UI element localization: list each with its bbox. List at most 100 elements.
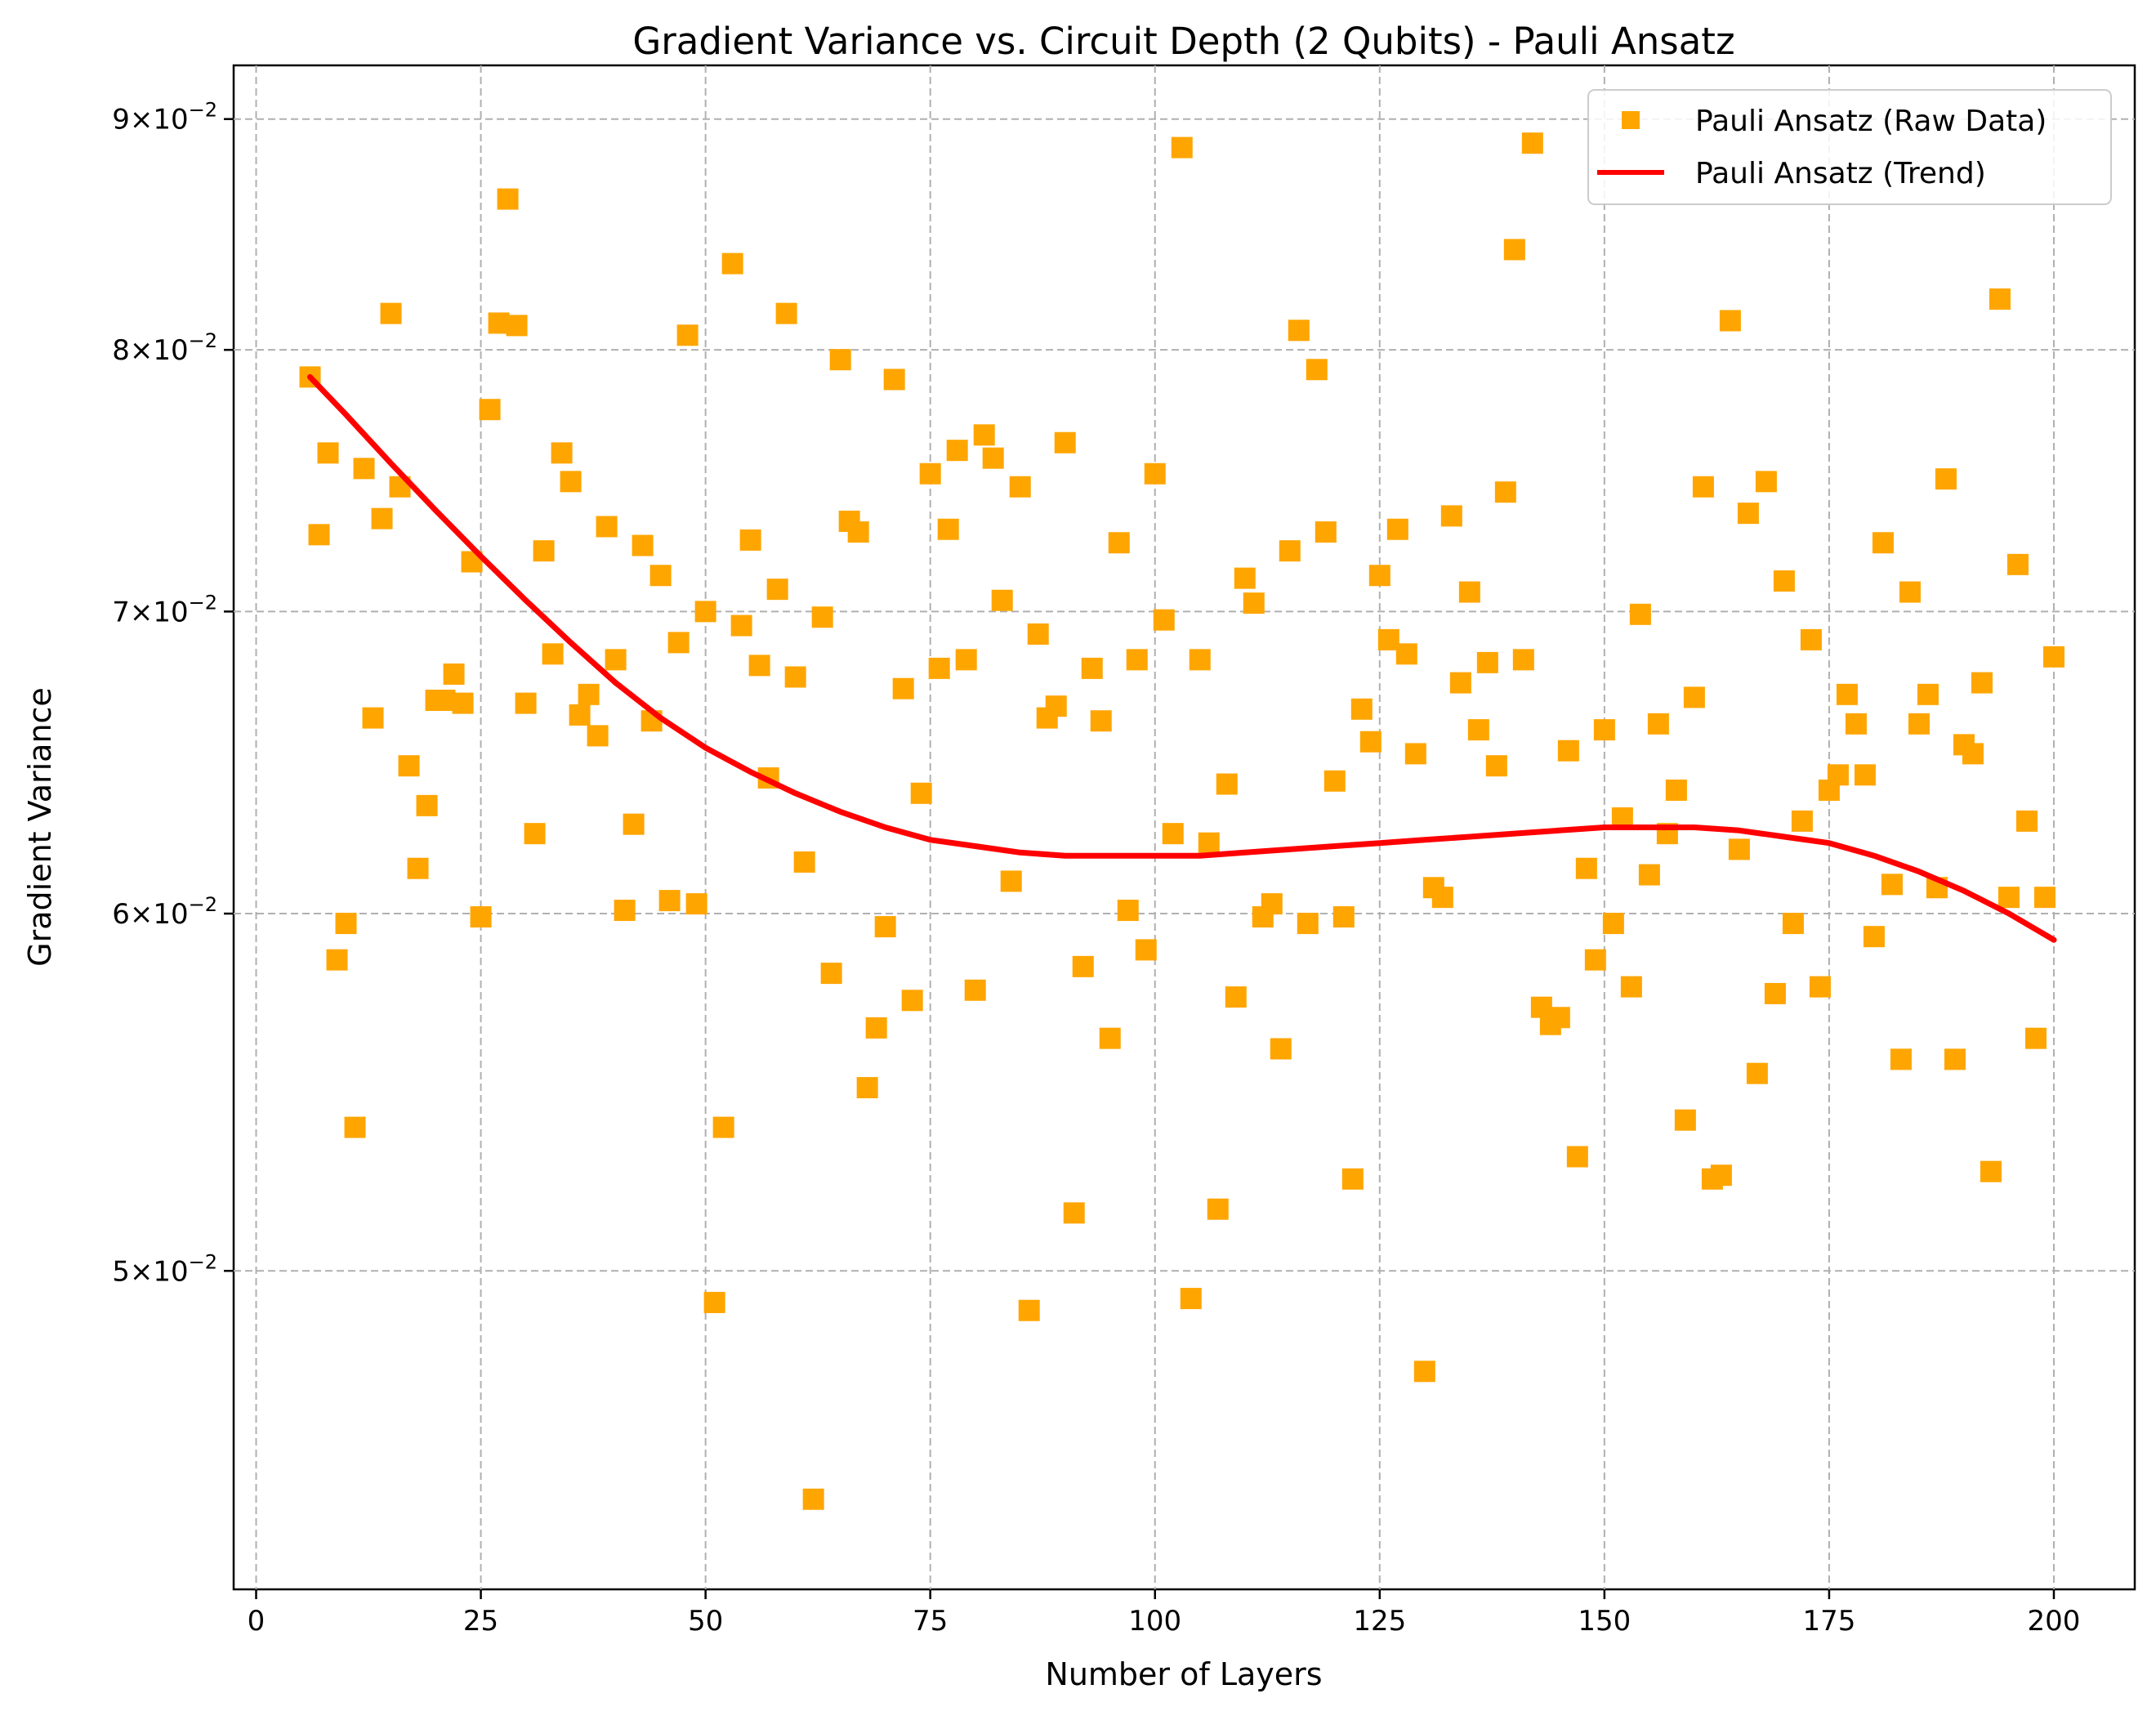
data-point xyxy=(1494,481,1516,503)
data-point xyxy=(614,900,636,922)
data-point xyxy=(1998,887,2020,909)
x-tick-label: 200 xyxy=(2028,1605,2081,1638)
data-point xyxy=(326,949,348,971)
data-point xyxy=(1575,857,1597,879)
data-point xyxy=(1324,770,1346,792)
data-point xyxy=(1566,1146,1588,1168)
data-point xyxy=(802,1488,824,1510)
data-point xyxy=(623,813,645,835)
data-point xyxy=(1009,476,1031,498)
data-point xyxy=(1782,913,1804,935)
legend-label-raw-data: Pauli Ansatz (Raw Data) xyxy=(1695,105,2047,138)
data-point xyxy=(1332,906,1355,928)
data-point xyxy=(703,1291,725,1313)
data-point xyxy=(1728,838,1750,860)
data-point xyxy=(524,823,546,845)
data-point xyxy=(658,890,681,912)
data-point xyxy=(1593,719,1615,741)
data-point xyxy=(775,302,797,324)
data-point xyxy=(1315,521,1337,543)
data-point xyxy=(1288,320,1310,342)
data-point xyxy=(542,643,564,665)
data-point xyxy=(991,589,1013,611)
data-point xyxy=(1485,755,1507,777)
data-point xyxy=(676,324,699,346)
data-point xyxy=(1126,649,1148,671)
data-point xyxy=(847,521,869,543)
data-point xyxy=(1476,651,1498,673)
data-point xyxy=(1054,431,1076,454)
data-point xyxy=(2006,553,2029,575)
data-point xyxy=(1404,743,1426,765)
data-point xyxy=(1377,628,1399,650)
legend: Pauli Ansatz (Raw Data) Pauli Ansatz (Tr… xyxy=(1587,89,2112,205)
data-point xyxy=(1629,603,1651,625)
data-point xyxy=(1890,1048,1912,1070)
data-point xyxy=(1710,1164,1732,1186)
y-tick-label: 7×10−2 xyxy=(112,591,217,628)
data-point xyxy=(1045,695,1067,717)
data-point xyxy=(1845,713,1867,735)
data-point xyxy=(784,666,806,688)
data-point xyxy=(1386,518,1408,540)
data-point xyxy=(649,565,672,587)
trend-line xyxy=(307,373,2057,943)
data-point xyxy=(865,1017,887,1039)
x-tick-label: 50 xyxy=(688,1605,723,1638)
data-point xyxy=(1638,864,1660,886)
data-point xyxy=(587,725,609,747)
data-point xyxy=(1854,764,1876,786)
data-point xyxy=(1449,672,1471,694)
data-point xyxy=(1144,463,1166,485)
data-point xyxy=(1279,540,1301,562)
data-point xyxy=(1665,780,1687,802)
data-point xyxy=(416,794,438,816)
data-point xyxy=(667,632,690,654)
data-point xyxy=(362,707,384,729)
y-tick-label: 5×10−2 xyxy=(112,1250,217,1288)
data-point xyxy=(982,447,1004,469)
data-point xyxy=(1881,874,1903,896)
data-point xyxy=(317,442,339,464)
data-point xyxy=(569,704,591,726)
data-point xyxy=(1018,1299,1040,1321)
data-point xyxy=(1674,1109,1696,1131)
data-point xyxy=(1467,719,1489,741)
data-point xyxy=(856,1077,878,1099)
x-tick-label: 125 xyxy=(1353,1605,1406,1638)
legend-marker-raw-data xyxy=(1622,111,1640,129)
data-point xyxy=(874,916,896,938)
data-point xyxy=(1827,764,1849,786)
data-point xyxy=(1917,683,1939,705)
data-point xyxy=(1971,672,1993,694)
data-point xyxy=(892,677,914,699)
data-point xyxy=(1791,810,1813,832)
data-point xyxy=(533,540,555,562)
data-point xyxy=(1117,900,1139,922)
data-point xyxy=(2033,887,2056,909)
series-raw-data xyxy=(299,132,2064,1510)
data-point xyxy=(1773,570,1795,592)
legend-box xyxy=(1587,89,2112,205)
data-point xyxy=(2015,810,2038,832)
data-point xyxy=(1440,505,1462,527)
data-point xyxy=(1153,609,1175,631)
y-tick-label: 6×10−2 xyxy=(112,893,217,931)
data-point xyxy=(452,692,474,714)
data-point xyxy=(1908,713,1930,735)
data-point xyxy=(694,601,716,623)
data-point xyxy=(1243,592,1265,614)
x-tick-label: 0 xyxy=(248,1605,266,1638)
data-point xyxy=(1359,731,1382,753)
x-tick-label: 100 xyxy=(1128,1605,1181,1638)
data-point xyxy=(766,579,788,601)
data-point xyxy=(685,893,708,915)
data-point xyxy=(380,302,402,324)
data-point xyxy=(901,990,923,1012)
data-point xyxy=(1081,657,1103,679)
data-point xyxy=(919,463,941,485)
data-point xyxy=(973,424,995,446)
data-point xyxy=(1944,1048,1966,1070)
y-axis-title: Gradient Variance xyxy=(22,687,58,967)
